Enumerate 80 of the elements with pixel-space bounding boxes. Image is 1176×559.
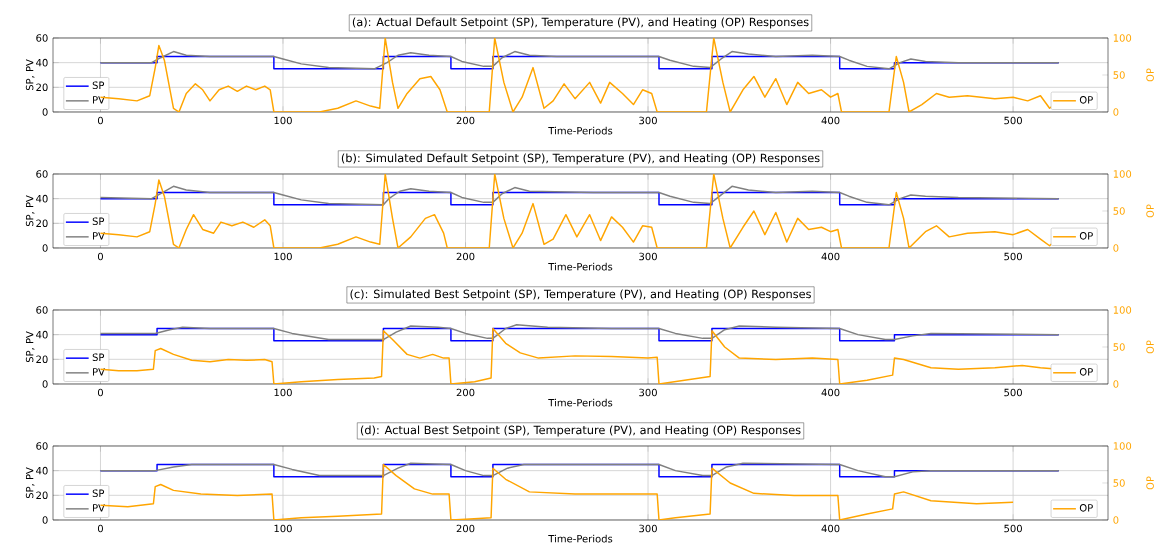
y-tick-label: 60 <box>36 442 48 450</box>
legend-label: OP <box>1079 232 1093 240</box>
legend-label: PV <box>93 232 105 240</box>
x-tick-label: 500 <box>1004 524 1022 533</box>
x-tick-label: 500 <box>1004 388 1022 397</box>
x-axis-title: Time-Periods <box>548 534 613 543</box>
y-tick-label: 20 <box>36 355 48 364</box>
y-tick-label: 40 <box>36 58 48 67</box>
y-tick-label: 20 <box>36 83 48 92</box>
chart-title: (b): Simulated Default Setpoint (SP), Temperature (PV), and Heating (OP) Responses <box>341 153 820 165</box>
y-tick-label: 60 <box>36 170 48 178</box>
y-tick-label: 60 <box>36 306 48 314</box>
y2-tick-label: 0 <box>1113 380 1119 388</box>
y-tick-label: 0 <box>42 244 48 252</box>
y-tick-label: 0 <box>42 516 48 524</box>
x-tick-label: 100 <box>274 388 292 397</box>
y2-axis-title: OP <box>1146 68 1154 82</box>
x-tick-label: 0 <box>97 524 103 533</box>
x-tick-label: 200 <box>456 116 475 125</box>
x-tick-label: 400 <box>821 252 840 261</box>
chart-title: (d): Actual Best Setpoint (SP), Temperature (PV), and Heating (OP) Responses <box>360 425 801 437</box>
y2-tick-label: 100 <box>1113 170 1132 178</box>
y2-tick-label: 100 <box>1113 442 1132 450</box>
legend-label: OP <box>1079 368 1093 376</box>
y-axis-title: SP, PV <box>25 467 35 499</box>
x-tick-label: 200 <box>456 252 475 261</box>
y-axis-title: SP, PV <box>25 195 35 227</box>
legend-label: SP <box>92 489 105 498</box>
legend-label: SP <box>92 217 105 226</box>
y-tick-label: 20 <box>36 219 48 228</box>
x-tick-label: 0 <box>97 388 103 397</box>
chart-title: (a): Actual Default Setpoint (SP), Temperature (PV), and Heating (OP) Responses <box>352 17 809 29</box>
x-tick-label: 500 <box>1004 116 1022 125</box>
y2-tick-label: 50 <box>1113 71 1125 79</box>
y-tick-label: 40 <box>36 330 48 339</box>
y2-tick-label: 0 <box>1113 108 1119 116</box>
legend-label: SP <box>92 81 105 90</box>
y2-tick-label: 50 <box>1113 207 1125 215</box>
x-tick-label: 300 <box>639 252 657 261</box>
y2-tick-label: 100 <box>1113 306 1132 314</box>
y2-tick-label: 0 <box>1113 516 1119 524</box>
x-tick-label: 400 <box>821 524 840 533</box>
y2-axis-title: OP <box>1146 340 1154 354</box>
legend-label: PV <box>93 368 105 376</box>
y2-tick-label: 50 <box>1113 479 1125 487</box>
x-tick-label: 200 <box>456 524 475 533</box>
x-tick-label: 300 <box>639 524 657 533</box>
x-tick-label: 300 <box>639 388 657 397</box>
y2-tick-label: 100 <box>1113 34 1132 42</box>
legend-label: SP <box>92 353 105 362</box>
x-tick-label: 300 <box>639 116 657 125</box>
y2-axis-title: OP <box>1146 476 1154 490</box>
y-axis-title: SP, PV <box>25 59 35 91</box>
x-axis-title: Time-Periods <box>548 262 613 271</box>
y-tick-label: 20 <box>36 491 48 500</box>
y2-tick-label: 0 <box>1113 244 1119 252</box>
x-tick-label: 0 <box>97 116 103 125</box>
legend-label: OP <box>1079 504 1093 512</box>
x-tick-label: 400 <box>821 388 840 397</box>
x-tick-label: 200 <box>456 388 475 397</box>
chart-title: (c): Simulated Best Setpoint (SP), Temperature (PV), and Heating (OP) Responses <box>350 289 811 301</box>
y-tick-label: 0 <box>42 380 48 388</box>
y-tick-label: 60 <box>36 34 48 42</box>
x-tick-label: 100 <box>274 116 292 125</box>
x-axis-title: Time-Periods <box>548 126 613 135</box>
y-axis-title: SP, PV <box>25 331 35 363</box>
y2-axis-title: OP <box>1146 204 1154 218</box>
y-tick-label: 40 <box>36 466 48 475</box>
legend-label: PV <box>93 96 105 104</box>
x-tick-label: 500 <box>1004 252 1022 261</box>
x-axis-title: Time-Periods <box>548 398 613 407</box>
legend-label: PV <box>93 504 105 512</box>
x-tick-label: 400 <box>821 116 840 125</box>
legend-label: OP <box>1079 96 1093 104</box>
x-tick-label: 0 <box>97 252 103 261</box>
y2-tick-label: 50 <box>1113 343 1125 351</box>
y-tick-label: 0 <box>42 108 48 116</box>
x-tick-label: 100 <box>274 524 292 533</box>
y-tick-label: 40 <box>36 194 48 203</box>
x-tick-label: 100 <box>274 252 292 261</box>
